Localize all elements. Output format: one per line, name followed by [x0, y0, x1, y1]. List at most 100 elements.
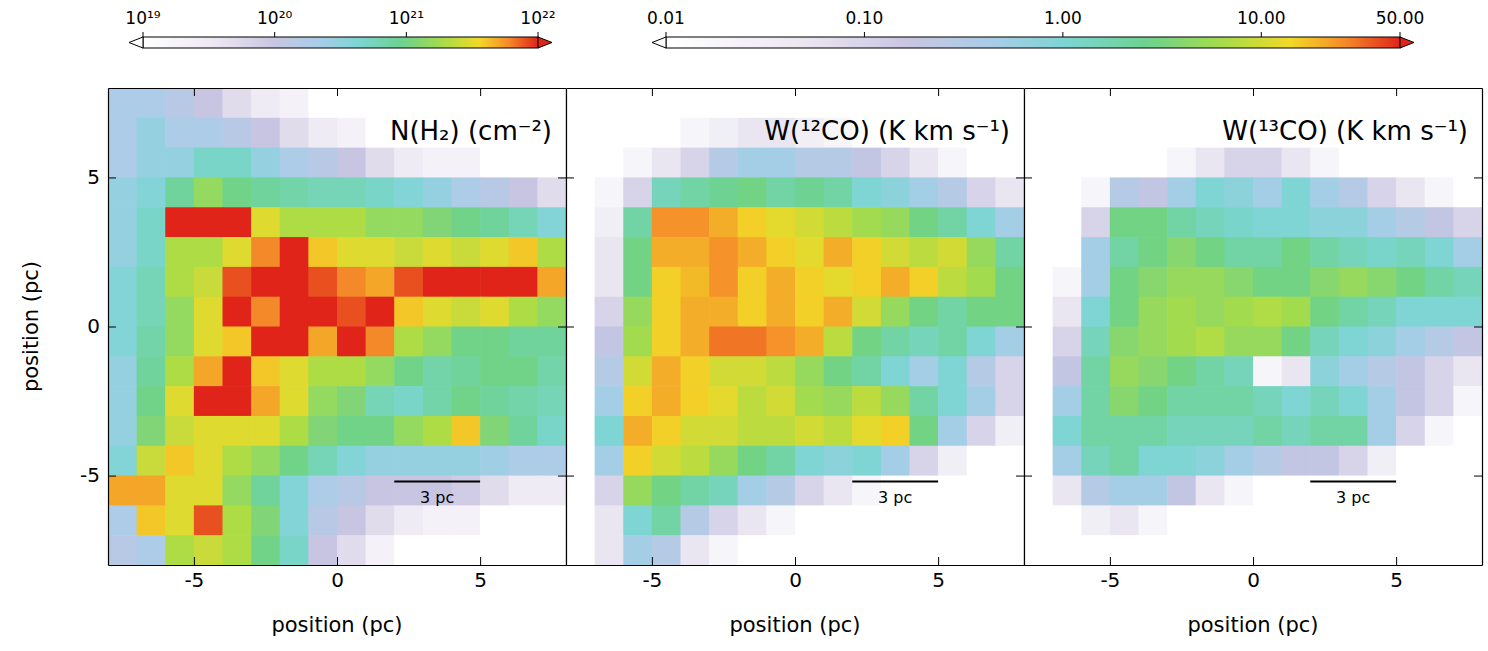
- heatmap-cell: [1224, 356, 1253, 386]
- heatmap-cell: [108, 386, 137, 416]
- heatmap-cell: [137, 446, 166, 476]
- heatmap-cell: [1224, 267, 1253, 297]
- heatmap-cell: [1425, 267, 1454, 297]
- heatmap-cell: [394, 535, 423, 565]
- heatmap-cell: [308, 88, 337, 118]
- x-axis-title: position (pc): [729, 613, 860, 637]
- heatmap-cell: [537, 416, 566, 446]
- heatmap-cell: [995, 88, 1024, 118]
- heatmap-cell: [537, 177, 566, 207]
- heatmap-cell: [1167, 386, 1196, 416]
- heatmap-cell: [1167, 148, 1196, 178]
- heatmap-cell: [452, 505, 481, 535]
- heatmap-cell: [1053, 535, 1082, 565]
- heatmap-cell: [681, 386, 710, 416]
- heatmap-cell: [223, 535, 252, 565]
- heatmap-cell: [738, 148, 767, 178]
- heatmap-cell: [1224, 327, 1253, 357]
- heatmap-cell: [165, 297, 194, 327]
- heatmap-cell: [1253, 505, 1282, 535]
- heatmap-cell: [766, 446, 795, 476]
- heatmap-cell: [137, 535, 166, 565]
- heatmap-cell: [1081, 535, 1110, 565]
- tick-mark: [652, 557, 653, 565]
- heatmap-cell: [280, 207, 309, 237]
- heatmap-cell: [452, 535, 481, 565]
- heatmap-cell: [194, 237, 223, 267]
- heatmap-cell: [537, 327, 566, 357]
- heatmap-cell: [480, 267, 509, 297]
- heatmap-cell: [423, 148, 452, 178]
- heatmap-cell: [423, 327, 452, 357]
- heatmap-cell: [824, 88, 853, 118]
- heatmap-cell: [194, 148, 223, 178]
- heatmap-cell: [108, 476, 137, 506]
- x-axis: -505: [1025, 557, 1483, 592]
- heatmap-cell: [967, 356, 996, 386]
- heatmap-cell: [1224, 207, 1253, 237]
- heatmap-cell: [938, 177, 967, 207]
- heatmap-cell: [1024, 356, 1053, 386]
- heatmap-cell: [623, 207, 652, 237]
- heatmap-cell: [1053, 386, 1082, 416]
- tick-mark: [1016, 177, 1024, 178]
- heatmap-cell: [1139, 327, 1168, 357]
- heatmap-cell: [1110, 88, 1139, 118]
- tick: 0: [1247, 557, 1260, 592]
- heatmap-cell: [623, 356, 652, 386]
- tick-label: 5: [932, 568, 945, 592]
- colorbar-tick: [143, 32, 144, 37]
- heatmap-cell: [394, 267, 423, 297]
- heatmap-cell: [652, 297, 681, 327]
- heatmap-cell: [623, 446, 652, 476]
- heatmap-cell: [1310, 88, 1339, 118]
- heatmap-cell: [738, 267, 767, 297]
- heatmap-cell: [652, 505, 681, 535]
- heatmap-cell: [1453, 505, 1482, 535]
- heatmap-cell: [251, 446, 280, 476]
- heatmap-cell: [1139, 267, 1168, 297]
- heatmap-cell: [1396, 267, 1425, 297]
- tick-label: 5: [474, 568, 487, 592]
- heatmap-cell: [1339, 446, 1368, 476]
- heatmap-cell: [1024, 267, 1053, 297]
- heatmap-cell: [967, 237, 996, 267]
- heatmap-cell: [566, 386, 595, 416]
- heatmap-cell: [738, 327, 767, 357]
- heatmap-cell: [1253, 386, 1282, 416]
- heatmap-cell: [709, 118, 738, 148]
- heatmap-cell: [137, 297, 166, 327]
- heatmap-cell: [423, 207, 452, 237]
- x-axis-title: position (pc): [271, 613, 402, 637]
- heatmap-cell: [738, 237, 767, 267]
- heatmap-cell: [1396, 237, 1425, 267]
- heatmap-cell: [223, 505, 252, 535]
- heatmap-cell: [394, 356, 423, 386]
- tick-label: 0: [331, 568, 344, 592]
- heatmap-cell: [1310, 416, 1339, 446]
- heatmap-cell: [1253, 297, 1282, 327]
- heatmap-cell: [1024, 505, 1053, 535]
- colorbar-tick-label: 0.01: [647, 8, 685, 28]
- heatmap-cell: [881, 416, 910, 446]
- heatmap-cell: [1139, 476, 1168, 506]
- heatmap-cell: [938, 237, 967, 267]
- heatmap-cell: [165, 416, 194, 446]
- heatmap-cell: [452, 386, 481, 416]
- tick-mark: [1016, 476, 1024, 477]
- heatmap-cell: [1368, 356, 1397, 386]
- heatmap-cell: [566, 297, 595, 327]
- heatmap-cell: [251, 207, 280, 237]
- heatmap-cell: [1081, 505, 1110, 535]
- heatmap-cell: [251, 356, 280, 386]
- heatmap-cell: [938, 476, 967, 506]
- tick-label: 5: [1390, 568, 1403, 592]
- tick-mark: [108, 476, 116, 477]
- heatmap-cell: [1167, 177, 1196, 207]
- heatmap-cell: [1282, 237, 1311, 267]
- heatmap-cell: [165, 267, 194, 297]
- x-axis-top: [1025, 88, 1483, 96]
- heatmap-cell: [1167, 207, 1196, 237]
- heatmap-cell: [709, 267, 738, 297]
- y-axis: -505: [80, 89, 116, 566]
